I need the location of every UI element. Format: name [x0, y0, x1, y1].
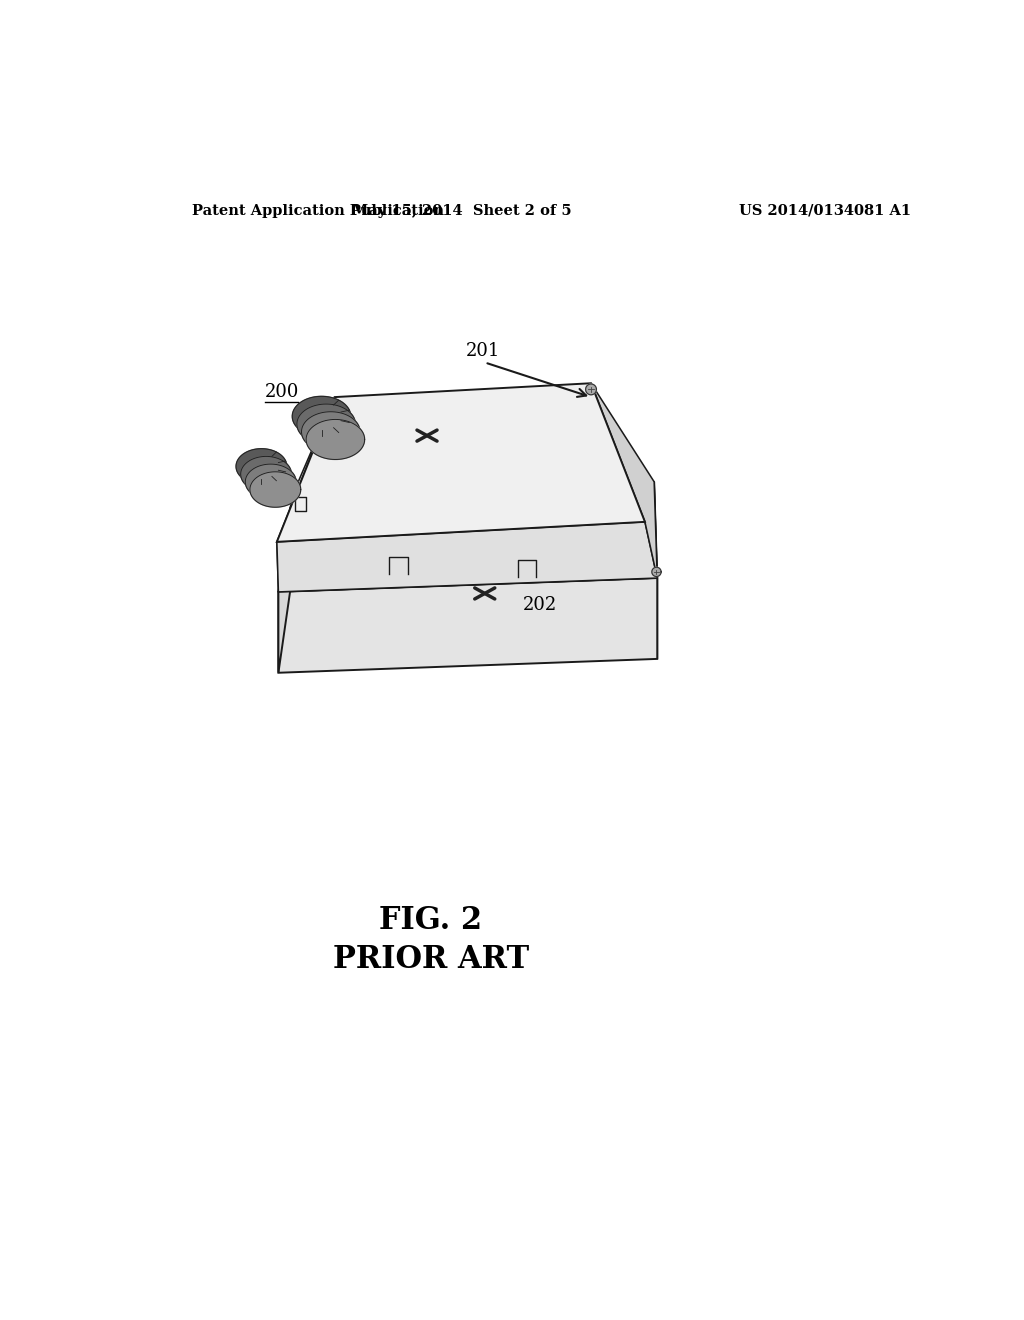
Text: 202: 202	[523, 597, 557, 614]
Polygon shape	[250, 471, 301, 507]
Polygon shape	[241, 457, 292, 492]
Polygon shape	[306, 420, 365, 459]
Polygon shape	[279, 496, 292, 673]
Text: Patent Application Publication: Patent Application Publication	[193, 203, 444, 218]
Text: May 15, 2014  Sheet 2 of 5: May 15, 2014 Sheet 2 of 5	[352, 203, 571, 218]
Polygon shape	[279, 578, 657, 673]
Polygon shape	[237, 449, 287, 484]
Text: 200: 200	[265, 383, 300, 401]
Text: FIG. 2: FIG. 2	[379, 906, 482, 936]
Polygon shape	[276, 397, 335, 591]
Polygon shape	[297, 404, 355, 444]
Polygon shape	[276, 383, 645, 543]
Text: 201: 201	[466, 342, 500, 360]
Polygon shape	[246, 465, 296, 499]
Polygon shape	[591, 383, 657, 578]
Polygon shape	[292, 396, 351, 437]
Polygon shape	[586, 384, 596, 395]
Polygon shape	[652, 568, 662, 577]
Text: PRIOR ART: PRIOR ART	[333, 944, 529, 974]
Text: US 2014/0134081 A1: US 2014/0134081 A1	[739, 203, 911, 218]
Polygon shape	[276, 521, 657, 591]
Polygon shape	[301, 412, 360, 451]
Polygon shape	[654, 482, 657, 659]
Polygon shape	[279, 482, 657, 591]
